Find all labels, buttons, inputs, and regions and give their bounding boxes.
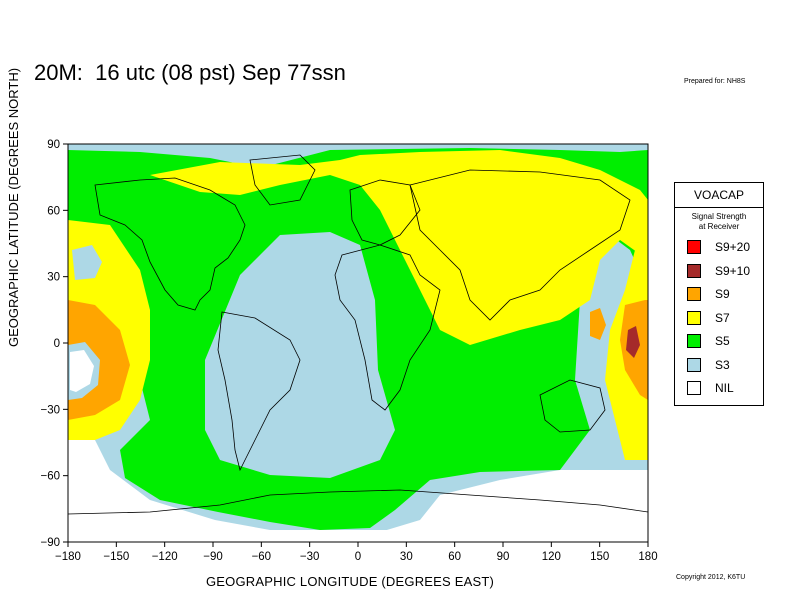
x-tick-label: 120 xyxy=(542,551,561,563)
prepared-for-note: Prepared for: NH8S xyxy=(684,78,746,85)
coverage-layers xyxy=(68,144,648,542)
legend-label: S9+10 xyxy=(715,263,751,278)
x-tick-label: −30 xyxy=(300,551,320,563)
nil-south-band xyxy=(68,530,648,542)
copyright-note: Copyright 2012, K6TU xyxy=(676,574,746,581)
legend-swatch xyxy=(687,287,701,301)
s7-north-zone xyxy=(150,150,648,345)
y-tick-label: 90 xyxy=(47,139,60,151)
legend-item-s9: S9 xyxy=(675,283,763,307)
legend-items: S9+20 S9+10 S9 S7 S5 S3 NIL xyxy=(675,236,763,401)
legend-label: S9 xyxy=(715,287,730,301)
x-tick-label: 150 xyxy=(590,551,609,563)
x-tick-label: 90 xyxy=(497,551,510,563)
legend-item-s7: S7 xyxy=(675,307,763,331)
legend-swatch xyxy=(687,263,701,278)
legend-label: S3 xyxy=(715,357,730,372)
x-tick-label: −180 xyxy=(55,551,81,563)
legend-subtitle-line2: at Receiver xyxy=(698,222,740,231)
y-tick-label: 30 xyxy=(47,272,60,284)
x-tick-label: 180 xyxy=(638,551,657,563)
x-tick-label: −150 xyxy=(103,551,129,563)
legend-swatch xyxy=(687,240,701,254)
legend-item-nil: NIL xyxy=(675,377,763,401)
legend-label: S5 xyxy=(715,334,730,348)
legend-swatch xyxy=(687,310,701,325)
x-tick-label: 60 xyxy=(448,551,461,563)
legend-item-s3: S3 xyxy=(675,354,763,378)
legend-item-s910: S9+10 xyxy=(675,260,763,284)
y-tick-label: 60 xyxy=(47,205,60,217)
legend-item-s5: S5 xyxy=(675,330,763,354)
y-axis-ticks: 90 60 30 0 −30 −60 −90 xyxy=(40,139,68,549)
x-tick-label: −120 xyxy=(152,551,178,563)
s3-inner-zone xyxy=(205,232,395,478)
y-tick-label: −30 xyxy=(40,404,60,416)
x-axis-label: GEOGRAPHIC LONGITUDE (DEGREES EAST) xyxy=(206,574,494,589)
legend-swatch xyxy=(687,334,701,348)
y-tick-label: −60 xyxy=(40,471,60,483)
x-tick-label: −90 xyxy=(203,551,223,563)
legend-item-s920: S9+20 xyxy=(675,236,763,260)
legend-swatch xyxy=(687,357,701,372)
nil-pacific-core xyxy=(70,350,94,392)
x-tick-label: 0 xyxy=(355,551,361,563)
coastlines xyxy=(68,154,648,515)
legend-swatch xyxy=(687,381,701,395)
legend-label: S7 xyxy=(715,310,730,325)
s3-pacific-hole xyxy=(72,245,102,280)
legend-subtitle: Signal Strength at Receiver xyxy=(675,212,763,232)
y-axis-label: GEOGRAPHIC LATITUDE (DEGREES NORTH) xyxy=(6,67,21,347)
map-title: 20M: 16 utc (08 pst) Sep 77ssn xyxy=(34,60,346,85)
s910-east-blob xyxy=(626,326,640,358)
x-tick-label: 30 xyxy=(400,551,413,563)
y-tick-label: −90 xyxy=(40,537,60,549)
legend-label: S9+20 xyxy=(715,240,751,254)
legend-label: NIL xyxy=(715,381,734,395)
signal-legend: VOACAP Signal Strength at Receiver S9+20… xyxy=(674,182,764,406)
legend-subtitle-line1: Signal Strength xyxy=(691,212,747,221)
y-tick-label: 0 xyxy=(54,338,60,350)
x-tick-label: −60 xyxy=(252,551,272,563)
legend-heading: VOACAP xyxy=(675,183,763,208)
s9-small-blob xyxy=(590,308,606,340)
x-axis-ticks: −180 −150 −120 −90 −60 −30 0 30 60 90 120 150 180 xyxy=(55,542,658,563)
